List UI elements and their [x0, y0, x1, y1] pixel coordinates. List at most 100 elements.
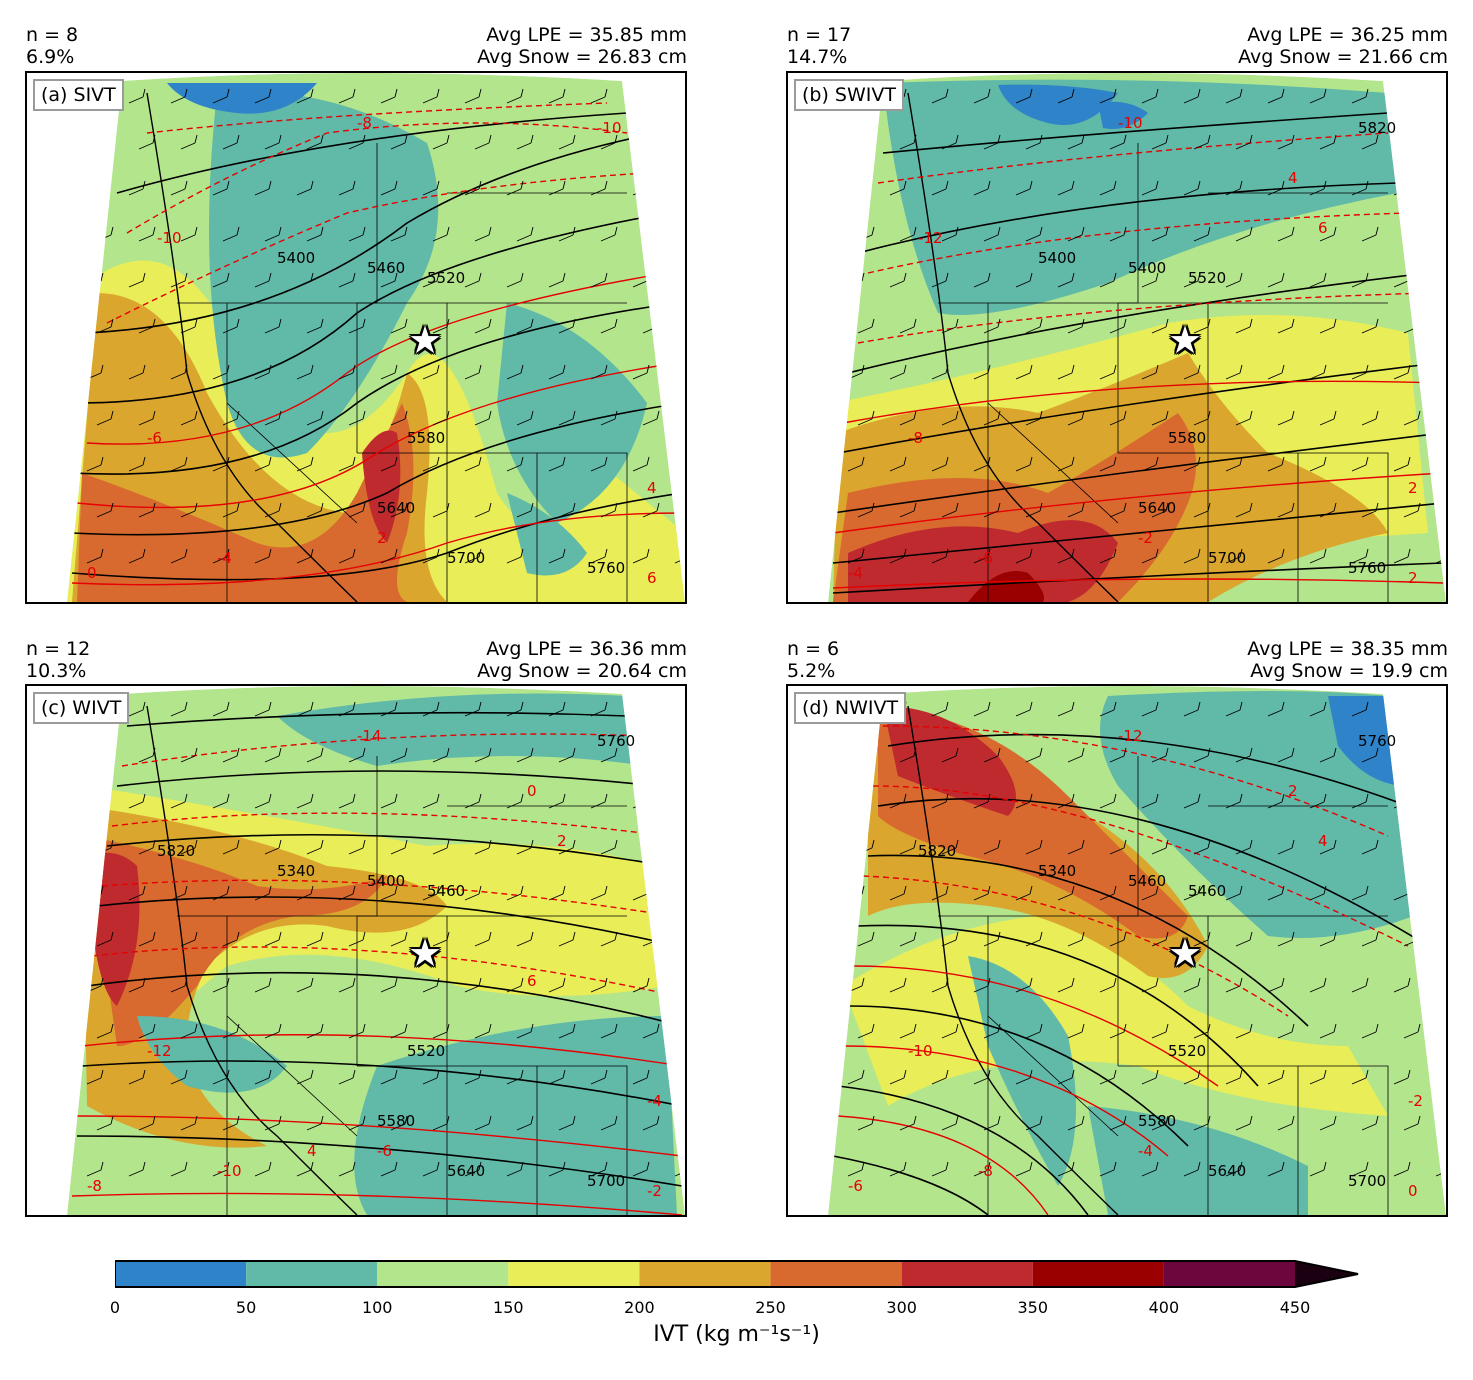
wind-barb — [128, 1069, 146, 1085]
height-contour-label: 5460 — [1128, 872, 1166, 890]
wind-barb — [170, 1069, 188, 1085]
temperature-contour-label: -10 — [1118, 114, 1143, 132]
wind-barb — [212, 180, 230, 196]
wind-barb — [296, 456, 314, 472]
wind-barb — [422, 272, 440, 288]
star-icon: ★ — [408, 318, 443, 362]
wind-barb — [170, 548, 188, 564]
wind-barb — [1193, 226, 1211, 242]
wind-barb — [1109, 839, 1127, 855]
wind-barb — [1225, 364, 1243, 380]
wind-barb — [96, 1115, 114, 1131]
temperature-contour-label: -10 — [908, 1042, 933, 1060]
wind-barb — [1099, 364, 1117, 380]
wind-barb — [600, 839, 618, 855]
height-contour — [882, 112, 1389, 154]
wind-barb — [170, 885, 188, 901]
wind-barb — [983, 318, 1001, 334]
wind-barb — [1057, 456, 1075, 472]
panel-c-averages: Avg LPE = 36.36 mm Avg Snow = 20.64 cm — [477, 638, 687, 682]
wind-barb — [600, 1023, 618, 1039]
temperature-contour — [126, 122, 628, 234]
wind-barb — [642, 1023, 660, 1039]
temperature-contour-label: 4 — [1318, 832, 1328, 850]
wind-barb — [390, 134, 408, 150]
wind-barb — [390, 1023, 408, 1039]
wind-barb — [931, 977, 949, 993]
panel-c-count: n = 12 10.3% — [26, 638, 91, 682]
wind-barb — [254, 793, 272, 809]
colorbar-tick-label: 400 — [1148, 1298, 1180, 1317]
wind-barb — [889, 1161, 907, 1177]
wind-barb — [306, 226, 324, 242]
wind-barb — [338, 885, 356, 901]
wind-barb — [590, 456, 608, 472]
wind-barb — [348, 226, 366, 242]
wind-barb — [642, 1115, 660, 1131]
wind-barb — [899, 318, 917, 334]
height-contour-label: 5820 — [1358, 119, 1396, 137]
wind-barb — [506, 548, 524, 564]
height-contour-label: 5640 — [1208, 1162, 1246, 1180]
wind-barb — [180, 226, 198, 242]
wind-barb — [983, 931, 1001, 947]
temperature-contour-label: 2 — [377, 529, 387, 547]
temperature-contour-label: 0 — [1408, 1182, 1418, 1200]
wind-barb — [1025, 134, 1043, 150]
wind-barb — [1393, 1161, 1411, 1177]
panel-label: (c) WIVT — [33, 692, 130, 724]
height-contour — [887, 733, 1409, 807]
wind-barb — [296, 793, 314, 809]
wind-barb — [1151, 839, 1169, 855]
star-icon: ★ — [1168, 931, 1203, 975]
wind-barb — [632, 456, 650, 472]
wind-barb — [1151, 134, 1169, 150]
wind-barb — [889, 1069, 907, 1085]
wind-barb — [1361, 931, 1379, 947]
wind-barb — [1403, 1023, 1421, 1039]
wind-barb — [1057, 1161, 1075, 1177]
wind-barb — [516, 502, 534, 518]
colorbar-segment — [639, 1261, 771, 1287]
wind-barb — [422, 364, 440, 380]
wind-barb — [941, 134, 959, 150]
temperature-contour-label: -6 — [147, 429, 162, 447]
wind-barb — [390, 410, 408, 426]
wind-barb — [1225, 885, 1243, 901]
wind-barb — [380, 1069, 398, 1085]
wind-barb — [348, 134, 366, 150]
temperature-contour-label: -12 — [147, 1042, 172, 1060]
wind-barb — [1025, 1115, 1043, 1131]
wind-barb — [1015, 885, 1033, 901]
wind-barb — [138, 1023, 156, 1039]
wind-barb — [338, 88, 356, 104]
wind-barb — [1277, 318, 1295, 334]
wind-barb — [1099, 88, 1117, 104]
wind-barb — [138, 1115, 156, 1131]
wind-barb — [264, 502, 282, 518]
wind-barb — [212, 456, 230, 472]
wind-barb — [1015, 272, 1033, 288]
temperature-contour-label: -8 — [908, 429, 923, 447]
wind-barb — [1225, 793, 1243, 809]
wind-barb — [941, 839, 959, 855]
star-icon: ★ — [408, 931, 443, 975]
colorbar-tick-label: 350 — [1017, 1298, 1049, 1317]
wind-barb — [941, 318, 959, 334]
wind-barb — [1193, 1023, 1211, 1039]
wind-barb — [96, 318, 114, 334]
wind-barb — [973, 793, 991, 809]
wind-barb — [1099, 885, 1117, 901]
wind-barb — [590, 180, 608, 196]
temperature-contour-label: -12 — [918, 229, 943, 247]
wind-barb — [506, 793, 524, 809]
wind-barb — [1141, 977, 1159, 993]
wind-barb — [1393, 1069, 1411, 1085]
temperature-contour-label: -8 — [357, 114, 372, 132]
height-contour-label: 5760 — [1348, 559, 1386, 577]
wind-barb — [264, 931, 282, 947]
wind-barb — [1309, 272, 1327, 288]
wind-barb — [380, 885, 398, 901]
wind-barb — [264, 226, 282, 242]
wind-barb — [422, 977, 440, 993]
